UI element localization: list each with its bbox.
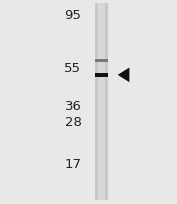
Polygon shape (118, 68, 129, 83)
Text: 28: 28 (65, 116, 81, 129)
Text: 55: 55 (64, 62, 81, 75)
Bar (95, 60, 108, 62)
Text: 95: 95 (65, 9, 81, 22)
Bar (95, 73, 108, 78)
Bar (98, 4, 105, 200)
Bar (95, 4, 108, 200)
Text: 36: 36 (65, 100, 81, 113)
Text: 17: 17 (64, 157, 81, 170)
